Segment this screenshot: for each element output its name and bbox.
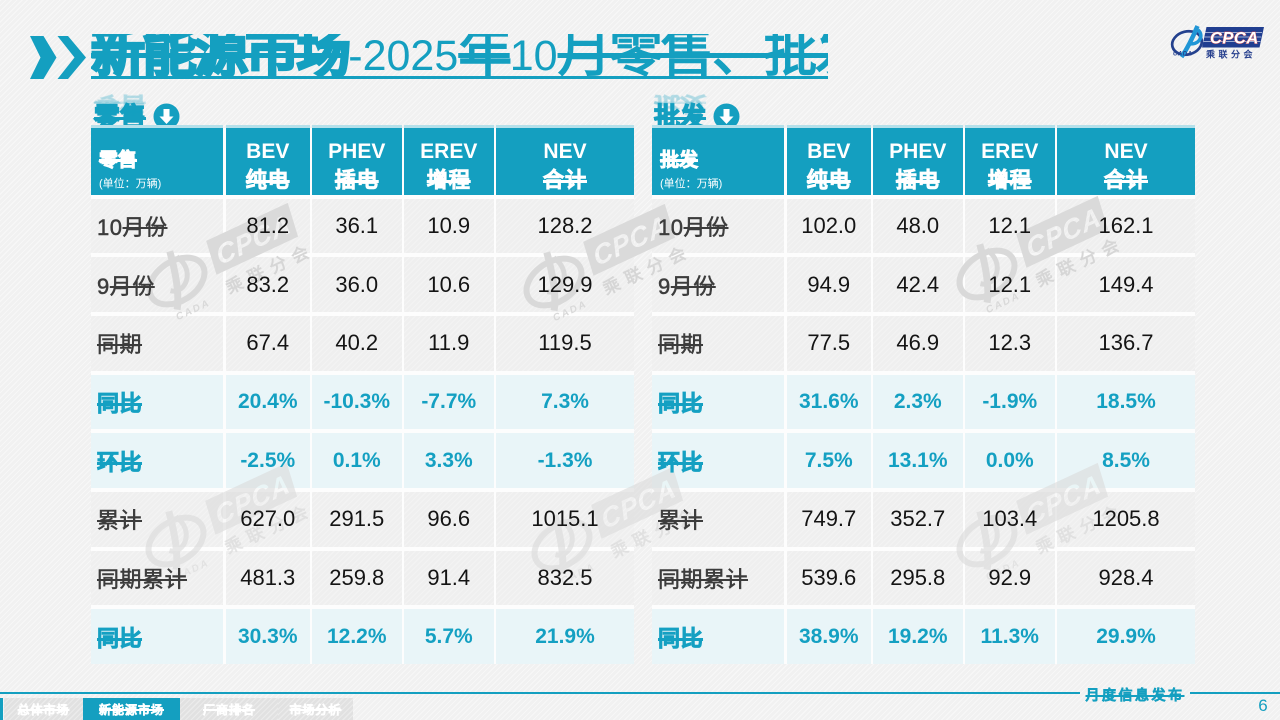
- svg-text:乘联分会: 乘联分会: [1205, 49, 1256, 60]
- svg-text:CPCA: CPCA: [1210, 30, 1259, 48]
- svg-text:CADA: CADA: [1173, 52, 1192, 58]
